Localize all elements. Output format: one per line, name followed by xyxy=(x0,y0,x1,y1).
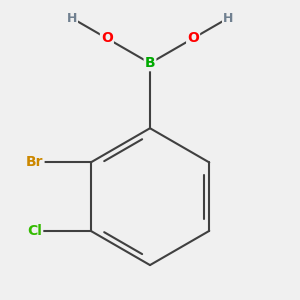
Text: O: O xyxy=(187,31,199,45)
Text: Cl: Cl xyxy=(27,224,42,238)
Text: Br: Br xyxy=(26,155,44,170)
Text: B: B xyxy=(145,56,155,70)
Text: H: H xyxy=(67,12,77,25)
Text: H: H xyxy=(223,12,233,25)
Text: O: O xyxy=(101,31,113,45)
